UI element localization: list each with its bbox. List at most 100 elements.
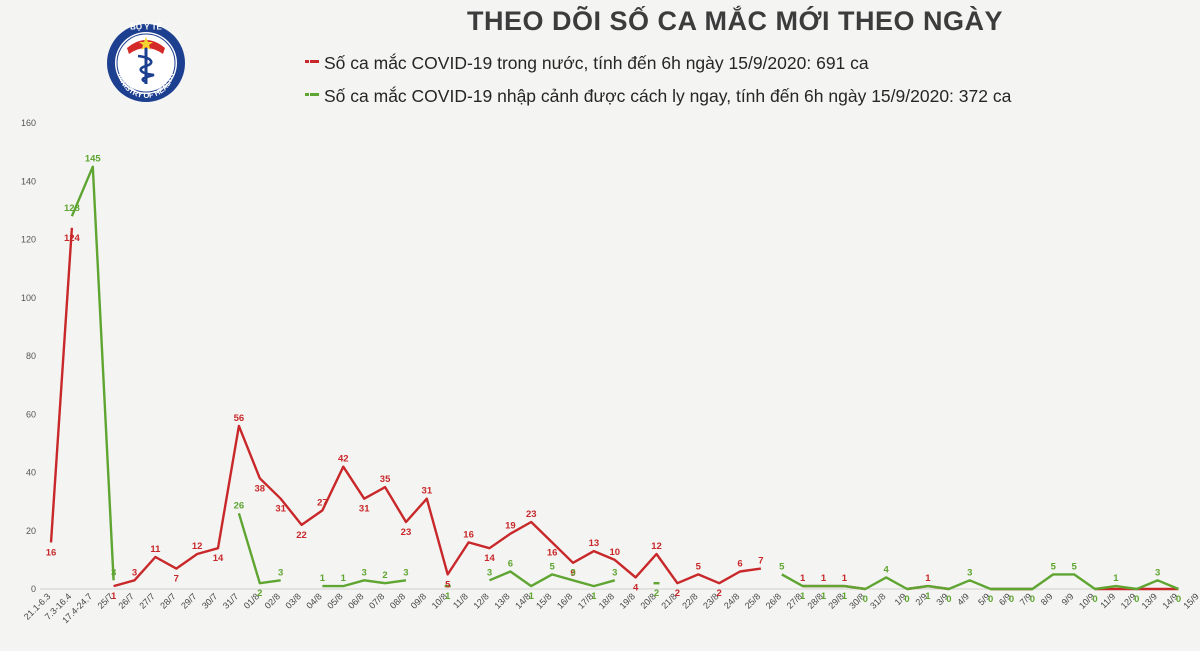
- x-tick-label: 12/8: [471, 591, 490, 610]
- x-tick-label: 07/8: [367, 591, 386, 610]
- x-tick-label: 09/8: [409, 591, 428, 610]
- data-label-domestic: 16: [547, 547, 558, 558]
- data-label-imported: 0: [1176, 594, 1181, 605]
- series-line-imported: [489, 570, 616, 588]
- data-label-imported: 3: [487, 567, 492, 578]
- x-tick-label: 8/9: [1039, 591, 1055, 607]
- data-label-imported: 0: [904, 594, 909, 605]
- x-tick-label: 15/9: [1181, 591, 1200, 610]
- y-tick-label: 140: [21, 176, 36, 186]
- data-label-imported: 1: [800, 591, 806, 602]
- data-label-imported: 0: [863, 594, 868, 605]
- data-label-imported: 1: [925, 591, 931, 602]
- data-label-domestic: 7: [174, 574, 179, 585]
- data-label-imported: 1: [591, 591, 597, 602]
- x-tick-label: 05/8: [325, 591, 344, 610]
- data-label-domestic: 31: [422, 486, 433, 497]
- data-label-imported: 145: [85, 154, 102, 165]
- series-line-domestic: [49, 227, 74, 543]
- data-label-domestic: 23: [526, 509, 537, 520]
- y-tick-label: 20: [26, 526, 36, 536]
- data-label-domestic: 1: [842, 573, 848, 584]
- data-label-domestic: 9: [570, 568, 575, 579]
- x-tick-label: 4/9: [955, 591, 971, 607]
- y-tick-label: 0: [31, 584, 36, 594]
- ministry-of-health-logo: MINISTRY OF HEALTH BỘ Y TẾ: [107, 22, 185, 102]
- data-label-imported: 2: [654, 588, 659, 599]
- x-tick-label: 25/8: [743, 591, 762, 610]
- data-label-domestic: 5: [445, 579, 451, 590]
- legend-swatch-green: [305, 93, 309, 97]
- data-label-imported: 0: [1134, 594, 1139, 605]
- data-label-imported: 2: [257, 588, 262, 599]
- data-label-imported: 0: [946, 594, 951, 605]
- data-label-domestic: 124: [64, 233, 81, 244]
- x-tick-label: 13/9: [1140, 591, 1159, 610]
- x-tick-label: 22/8: [680, 591, 699, 610]
- data-label-domestic: 16: [46, 547, 57, 558]
- data-label-imported: 26: [234, 500, 245, 511]
- x-tick-label: 03/8: [284, 591, 303, 610]
- data-label-imported: 0: [988, 594, 993, 605]
- data-label-imported: 0: [1092, 594, 1097, 605]
- data-label-domestic: 1: [821, 573, 827, 584]
- x-tick-label: 08/8: [388, 591, 407, 610]
- data-label-domestic: 56: [234, 413, 245, 424]
- series-line-domestic: [113, 424, 762, 588]
- x-tick-label: 13/8: [492, 591, 511, 610]
- data-label-domestic: 27: [317, 497, 328, 508]
- y-tick-label: 160: [21, 118, 36, 128]
- data-label-imported: 3: [1155, 567, 1160, 578]
- data-label-imported: 1: [529, 591, 535, 602]
- data-label-domestic: 2: [717, 588, 722, 599]
- data-label-imported: 1: [1113, 573, 1119, 584]
- x-tick-label: 16/8: [555, 591, 574, 610]
- x-tick-label: 31/7: [221, 591, 240, 610]
- legend-item-domestic: Số ca mắc COVID-19 trong nước, tính đến …: [305, 53, 869, 74]
- series-line-imported: [322, 579, 407, 588]
- data-label-domestic: 1: [111, 591, 117, 602]
- y-tick-label: 40: [26, 468, 36, 478]
- data-label-imported: 3: [570, 567, 575, 578]
- data-label-domestic: 13: [589, 538, 600, 549]
- data-label-imported: 5: [1051, 561, 1057, 572]
- x-tick-label: 19/8: [618, 591, 637, 610]
- data-label-imported: 3: [403, 567, 408, 578]
- data-label-imported: 1: [821, 591, 827, 602]
- data-label-domestic: 22: [296, 530, 307, 541]
- data-label-imported: 1: [445, 591, 451, 602]
- data-label-imported: 5: [1071, 561, 1077, 572]
- legend-swatch-red: [305, 60, 309, 64]
- data-label-imported: 5: [779, 561, 785, 572]
- data-label-domestic: 3: [132, 567, 137, 578]
- svg-text:BỘ Y TẾ: BỘ Y TẾ: [130, 22, 162, 32]
- x-tick-label: 28/7: [158, 591, 177, 610]
- data-label-imported: 3: [278, 567, 283, 578]
- data-label-domestic: 16: [463, 529, 474, 540]
- data-label-domestic: 12: [192, 541, 203, 552]
- data-label-imported: 3: [967, 567, 972, 578]
- data-label-domestic: 5: [696, 561, 702, 572]
- data-label-imported: 3: [362, 567, 367, 578]
- legend-label-imported: Số ca mắc COVID-19 nhập cảnh được cách l…: [324, 86, 1012, 106]
- legend-item-imported: Số ca mắc COVID-19 nhập cảnh được cách l…: [305, 86, 1011, 107]
- y-tick-label: 100: [21, 293, 36, 303]
- data-label-imported: 6: [508, 559, 513, 570]
- legend-label-domestic: Số ca mắc COVID-19 trong nước, tính đến …: [324, 53, 869, 73]
- data-label-imported: 0: [1030, 594, 1035, 605]
- x-tick-label: 27/7: [137, 591, 156, 610]
- data-label-domestic: 1: [925, 573, 931, 584]
- series-line-imported: [781, 573, 1179, 591]
- x-tick-label: 31/8: [868, 591, 887, 610]
- data-label-domestic: 42: [338, 454, 349, 465]
- data-label-imported: 0: [1009, 594, 1014, 605]
- data-label-domestic: 23: [401, 527, 412, 538]
- x-tick-label: 26/7: [116, 591, 135, 610]
- x-tick-label: 15/8: [534, 591, 553, 610]
- data-label-domestic: 1: [800, 573, 806, 584]
- x-tick-label: 18/8: [597, 591, 616, 610]
- data-label-imported: 1: [842, 591, 848, 602]
- data-label-domestic: 38: [255, 483, 266, 494]
- data-label-domestic: 35: [380, 474, 391, 485]
